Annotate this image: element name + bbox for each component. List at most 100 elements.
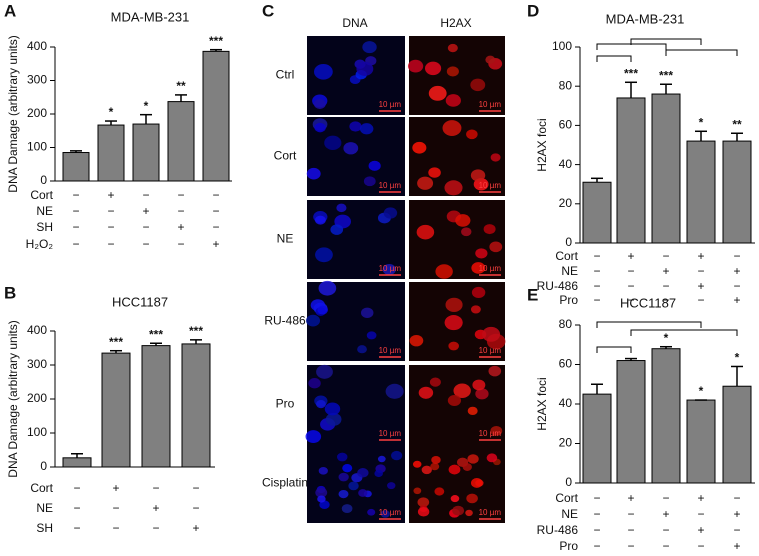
nucleus	[324, 135, 342, 150]
nucleus	[452, 505, 465, 516]
significance: ***	[659, 68, 673, 82]
y-tick-label: 0	[40, 459, 47, 473]
error-bar	[140, 113, 152, 125]
y-tick-label: 80	[559, 78, 573, 92]
nucleus	[317, 495, 326, 503]
nucleus	[306, 167, 321, 180]
significance: **	[732, 117, 742, 131]
treatment-sign: −	[73, 501, 80, 515]
nucleus	[471, 286, 486, 299]
bar	[582, 181, 612, 244]
nucleus	[465, 509, 473, 517]
y-axis-label: H2AX foci	[535, 118, 549, 171]
panel-letter: B	[4, 283, 16, 302]
treatment-sign: −	[112, 521, 119, 535]
nucleus	[324, 402, 341, 416]
bar	[686, 140, 716, 244]
panel-letter: C	[262, 1, 274, 20]
significance: **	[176, 79, 186, 93]
nucleus	[363, 176, 376, 187]
y-tick-label: 80	[559, 317, 573, 331]
nucleus	[336, 203, 347, 213]
nucleus	[360, 307, 374, 319]
error-bar	[660, 345, 672, 349]
nucleus	[417, 176, 434, 190]
y-tick-label: 400	[27, 39, 47, 53]
nucleus	[490, 153, 501, 162]
y-tick-label: 60	[559, 357, 573, 371]
treatment-sign: +	[697, 249, 704, 263]
treatment-sign: −	[627, 293, 634, 307]
chart-title: HCC1187	[112, 294, 168, 309]
treatment-sign: −	[152, 521, 159, 535]
nucleus	[482, 326, 501, 342]
treatment-sign: +	[142, 204, 149, 218]
scale-bar-label: 10 µm	[479, 100, 502, 109]
nucleus	[416, 224, 435, 240]
treatment-sign: −	[697, 264, 704, 278]
nucleus	[413, 487, 422, 495]
scale-bar-label: 10 µm	[379, 429, 402, 438]
nucleus	[470, 478, 483, 488]
error-bar	[175, 94, 187, 102]
nucleus	[314, 215, 326, 225]
y-tick-label: 300	[27, 73, 47, 87]
treatment-sign: −	[662, 539, 669, 553]
treatment-sign: +	[627, 491, 634, 505]
nucleus	[356, 61, 374, 76]
treatment-sign: −	[627, 539, 634, 553]
significance: *	[664, 331, 669, 345]
nucleus	[358, 489, 368, 497]
treatment-sign: −	[72, 204, 79, 218]
nucleus	[444, 315, 463, 331]
significance: *	[699, 384, 704, 398]
comparison-bracket	[596, 321, 702, 328]
nucleus	[488, 365, 502, 377]
nucleus	[470, 305, 481, 314]
error-bar	[190, 339, 202, 344]
row-label: Ctrl	[276, 68, 295, 82]
nucleus	[391, 450, 403, 461]
treatment-sign: +	[627, 249, 634, 263]
nucleus	[349, 121, 362, 132]
scale-bar-label: 10 µm	[379, 346, 402, 355]
treatment-sign: −	[733, 523, 740, 537]
treatment-label: Pro	[559, 293, 578, 307]
treatment-sign: −	[733, 491, 740, 505]
nucleus	[318, 466, 328, 475]
treatment-sign: −	[593, 491, 600, 505]
treatment-sign: −	[662, 491, 669, 505]
treatment-sign: −	[593, 523, 600, 537]
nucleus	[448, 341, 459, 351]
treatment-sign: −	[212, 220, 219, 234]
significance: ***	[209, 34, 223, 48]
row-label: RU-486	[264, 314, 306, 328]
nucleus	[338, 489, 349, 499]
treatment-sign: −	[73, 521, 80, 535]
significance: ***	[189, 324, 203, 338]
error-bar	[210, 48, 222, 52]
treatment-sign: +	[177, 220, 184, 234]
y-tick-label: 40	[559, 396, 573, 410]
treatment-label: Pro	[559, 539, 578, 553]
scale-bar-label: 10 µm	[479, 508, 502, 517]
treatment-label: NE	[36, 501, 53, 515]
treatment-label: NE	[36, 204, 53, 218]
nucleus	[343, 142, 359, 155]
row-label: Cisplatin	[262, 476, 308, 490]
y-tick-label: 100	[552, 39, 572, 53]
error-bar	[731, 365, 743, 387]
scale-bar-label: 10 µm	[479, 181, 502, 190]
treatment-sign: +	[697, 279, 704, 293]
nucleus	[383, 207, 398, 219]
error-bar	[591, 383, 603, 395]
comparison-bracket	[596, 55, 632, 62]
nucleus	[444, 180, 463, 196]
nucleus	[316, 364, 333, 379]
bar	[141, 345, 171, 468]
nucleus	[442, 120, 462, 136]
nucleus	[445, 297, 463, 312]
nucleus	[431, 456, 441, 464]
treatment-sign: +	[662, 264, 669, 278]
y-tick-label: 100	[27, 140, 47, 154]
